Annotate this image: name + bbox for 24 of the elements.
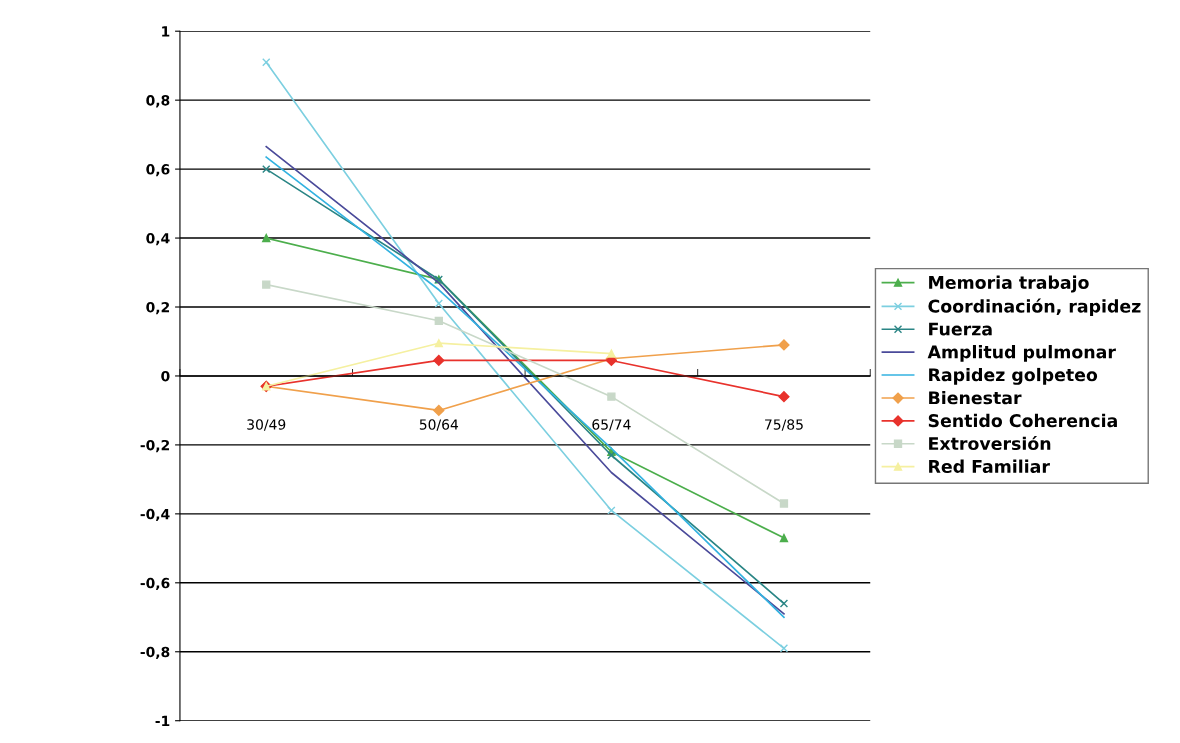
legend-label: Extroversión [929,435,1051,451]
y-tick-label: 0 [161,370,170,382]
y-tick-label: -0,2 [140,439,170,453]
x-tick-label: 50/64 [419,419,459,431]
legend-label: Sentido Coherencia [928,413,1117,428]
y-tick-label: 0,2 [146,301,170,315]
y-tick-label: -1 [155,715,170,726]
legend-label: Amplitud pulmonar [927,345,1116,362]
legend-label: Bienestar [929,390,1022,405]
legend-label: Rapidez golpeteo [929,367,1098,385]
y-tick-label: 0,8 [146,95,170,108]
x-tick-label: 75/85 [765,419,803,431]
y-tick-label: 0,6 [146,164,170,177]
x-tick-label: 30/49 [247,419,286,431]
y-tick-label: 0,4 [146,233,170,246]
y-tick-label: -0,8 [140,646,170,660]
legend-label: Memoria trabajo [929,275,1089,293]
y-tick-label: -0,4 [140,508,170,522]
y-tick-label: 1 [162,26,170,37]
legend-label: Fuerza [929,322,992,336]
legend-label: Coordinación, rapidez [928,298,1141,317]
y-tick-label: -0,6 [140,577,170,591]
x-tick-label: 65/74 [592,419,631,431]
legend-label: Red Familiar [929,459,1050,473]
